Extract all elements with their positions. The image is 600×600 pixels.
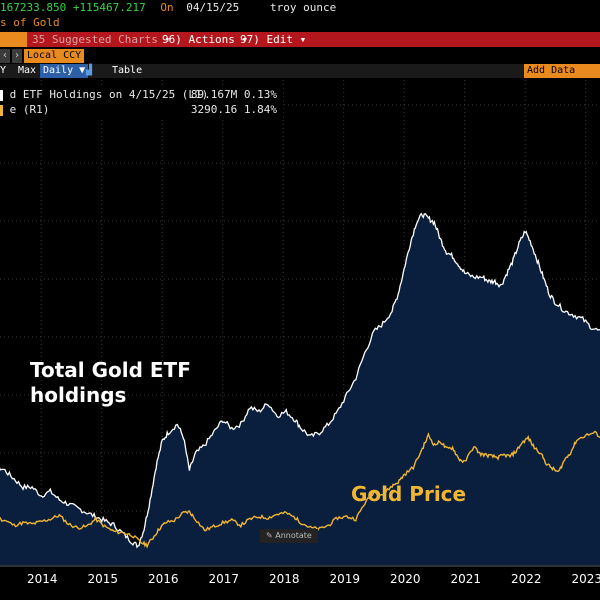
security-change: +115467.217: [72, 1, 146, 14]
x-tick-label: 2019: [329, 572, 361, 586]
legend: d ETF Holdings on 4/15/25 (L1) 89.167M 0…: [0, 86, 283, 120]
table-button[interactable]: Table: [112, 65, 143, 76]
x-tick-label: 2017: [208, 572, 240, 586]
add-data-button[interactable]: Add Data: [524, 64, 600, 78]
suggested-charts-menu[interactable]: 35 Suggested Charts ▾: [32, 33, 172, 46]
currency-row: ‹ › Local CCY: [0, 49, 600, 63]
x-tick-label: 2016: [148, 572, 179, 586]
chart-type-icon[interactable]: ▟: [86, 65, 93, 76]
period-max-button[interactable]: Max: [18, 65, 37, 76]
annotate-button[interactable]: ✎ Annotate: [260, 529, 318, 543]
etf-series-annotation: Total Gold ETF holdings: [30, 358, 191, 407]
security-header-line: 167233.850 +115467.217 On 04/15/25 troy …: [0, 0, 600, 16]
security-subtitle: s of Gold: [0, 16, 60, 29]
x-tick-label: 2022: [511, 572, 542, 586]
period-y-button[interactable]: Y: [0, 65, 7, 76]
as-of-date: 04/15/25: [186, 1, 240, 14]
legend-entry-gold: e (R1) 3290.16 1.84%: [0, 102, 280, 117]
legend-label-gold: e (R1): [9, 103, 50, 116]
unit-label: troy ounce: [270, 1, 337, 14]
frequency-daily-dropdown[interactable]: Daily ▼: [40, 64, 89, 78]
legend-swatch-gold: [0, 104, 3, 116]
edit-menu[interactable]: 97) Edit ▾: [240, 33, 307, 46]
x-tick-label: 2014: [27, 572, 58, 586]
annotate-label: Annotate: [275, 531, 312, 540]
legend-value-gold: 3290.16 1.84%: [190, 103, 277, 116]
local-ccy-button[interactable]: Local CCY: [24, 49, 85, 63]
gold-price-line: [0, 430, 600, 549]
forward-arrow-icon[interactable]: ›: [12, 49, 22, 63]
x-tick-label: 2018: [269, 572, 300, 586]
legend-label-etf: d ETF Holdings on 4/15/25 (L1): [9, 88, 209, 101]
actions-menu[interactable]: 96) Actions ▾: [162, 33, 249, 46]
legend-value-etf: 89.167M 0.13%: [190, 88, 277, 101]
etf-holdings-area: [0, 213, 600, 565]
security-value: 167233.850: [0, 1, 67, 14]
gold-series-annotation: Gold Price: [351, 482, 467, 506]
x-tick-label: 2023: [571, 572, 600, 586]
x-tick-label: 2021: [450, 572, 482, 586]
on-label: On: [160, 1, 174, 14]
chart-toolbar: Y Max Daily ▼ ▟ Table Add Data: [0, 64, 600, 78]
legend-entry-etf: d ETF Holdings on 4/15/25 (L1) 89.167M 0…: [0, 87, 280, 102]
menu-bar: 35 Suggested Charts ▾ 96) Actions ▾ 97) …: [0, 32, 600, 47]
menu-tab-active[interactable]: [0, 32, 27, 47]
x-tick-label: 2020: [390, 572, 421, 586]
legend-swatch-etf: [0, 89, 3, 101]
x-tick-label: 2015: [87, 572, 119, 586]
back-arrow-icon[interactable]: ‹: [0, 49, 10, 63]
